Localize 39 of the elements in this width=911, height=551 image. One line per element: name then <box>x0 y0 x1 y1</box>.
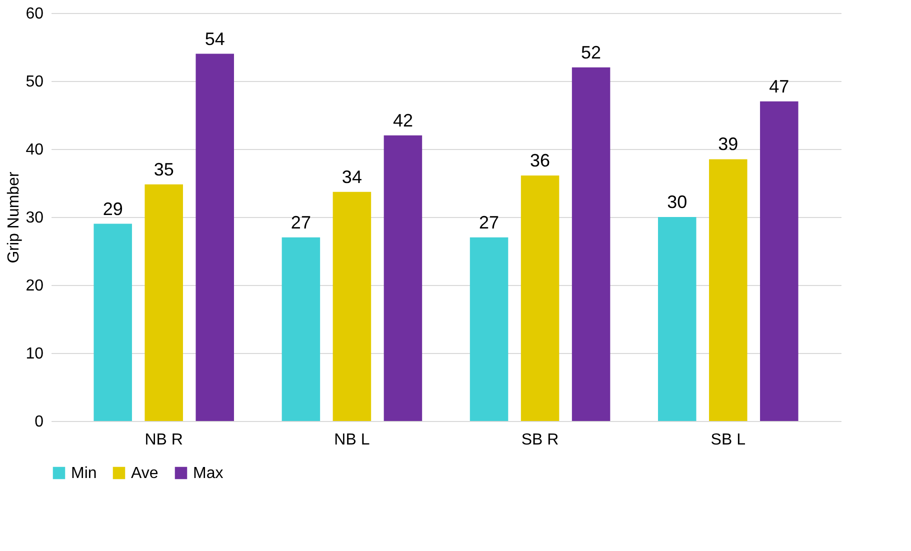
data-label: 52 <box>581 42 602 62</box>
bar <box>332 192 372 421</box>
bar <box>94 224 132 421</box>
x-tick-label: NB R <box>144 432 183 448</box>
y-tick-label: 10 <box>26 346 44 362</box>
bar <box>282 237 320 421</box>
y-tick-label: 50 <box>26 74 44 90</box>
y-tick-label: 40 <box>26 142 44 158</box>
legend-label: Max <box>193 465 224 482</box>
bar <box>144 184 183 421</box>
data-label: 35 <box>154 159 174 180</box>
bar <box>196 54 234 421</box>
y-tick-label: 60 <box>26 6 44 22</box>
data-label: 39 <box>718 134 738 154</box>
legend-label: Min <box>71 465 97 482</box>
data-label: 30 <box>667 192 688 212</box>
bar <box>520 176 560 421</box>
data-label: 34 <box>342 166 362 187</box>
y-tick-label: 30 <box>26 210 44 226</box>
x-tick-label: SB R <box>521 432 559 448</box>
x-tick-label: SB L <box>710 432 746 448</box>
bar <box>709 159 748 421</box>
legend-label: Ave <box>131 465 158 482</box>
data-label: 54 <box>204 28 225 49</box>
x-tick-label: NB L <box>334 432 370 448</box>
data-label: 29 <box>102 198 123 219</box>
data-label: 47 <box>769 76 790 96</box>
bar <box>572 67 610 421</box>
y-axis-title: Grip Number <box>6 171 23 264</box>
y-tick-label: 20 <box>26 278 44 294</box>
bar <box>658 217 696 421</box>
data-label: 36 <box>530 150 550 171</box>
data-label: 27 <box>290 212 311 232</box>
bar <box>470 237 508 421</box>
data-label: 42 <box>392 110 413 130</box>
y-tick-label: 0 <box>34 414 44 430</box>
bar <box>760 101 798 421</box>
bar <box>384 135 422 421</box>
data-label: 27 <box>479 212 500 232</box>
